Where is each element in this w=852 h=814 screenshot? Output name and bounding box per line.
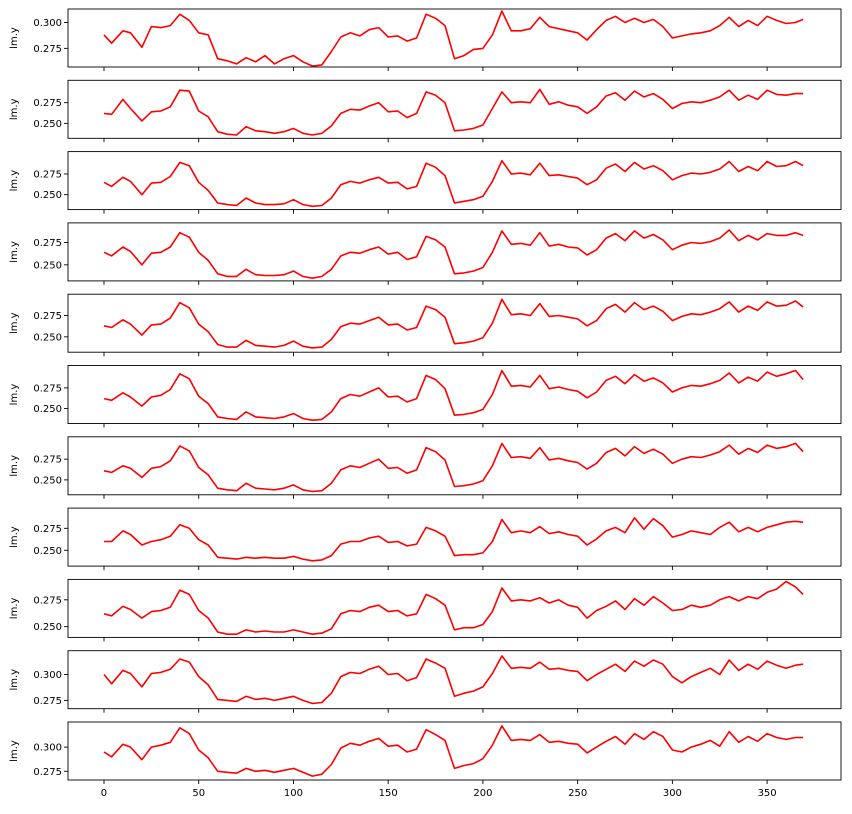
- y-tick-label: 0.250: [33, 404, 62, 415]
- y-tick-label: 0.300: [33, 18, 62, 29]
- y-tick-label: 0.275: [33, 169, 62, 180]
- y-tick-label: 0.275: [33, 44, 62, 55]
- axes-frame: [67, 721, 842, 781]
- axes-frame: [67, 365, 842, 424]
- y-tick-label: 0.250: [33, 622, 62, 633]
- subplot-5: 0.250 0.275 lm.y: [9, 293, 842, 357]
- subplot-3: 0.250 0.275 lm.y: [9, 151, 842, 214]
- subplot-2: 0.250 0.275 lm.y: [9, 79, 842, 143]
- y-axis-label: lm.y: [9, 241, 20, 263]
- x-tick-label: 100: [284, 788, 303, 799]
- y-tick-label: 0.250: [33, 332, 62, 343]
- y-axis-label: lm.y: [9, 526, 20, 548]
- series-line: [103, 298, 804, 349]
- y-tick-label: 0.275: [33, 595, 62, 606]
- axes-frame: [67, 436, 842, 496]
- axes-frame: [67, 222, 842, 282]
- y-tick-label: 0.250: [33, 119, 62, 130]
- series-line: [103, 88, 804, 136]
- subplot-7: 0.250 0.275 lm.y: [9, 436, 842, 499]
- x-tick-label: 150: [379, 788, 398, 799]
- y-axis-label: lm.y: [9, 384, 20, 406]
- y-tick-label: 0.275: [33, 98, 62, 109]
- y-tick-label: 0.275: [33, 524, 62, 535]
- y-axis-label: lm.y: [9, 455, 20, 477]
- x-tick-label: 300: [663, 788, 682, 799]
- y-tick-label: 0.250: [33, 475, 62, 486]
- x-tick-label: 0: [101, 788, 107, 799]
- series-line: [103, 369, 804, 421]
- y-axis-label: lm.y: [9, 669, 20, 691]
- series-line: [103, 655, 804, 705]
- y-tick-label: 0.300: [33, 743, 62, 754]
- y-tick-label: 0.275: [33, 383, 62, 394]
- axes-frame: [67, 8, 842, 68]
- y-axis-label: lm.y: [9, 98, 20, 120]
- subplot-8: 0.250 0.275 lm.y: [9, 507, 842, 571]
- y-tick-label: 0.300: [33, 670, 62, 681]
- y-tick-label: 0.250: [33, 260, 62, 271]
- y-axis-label: lm.y: [9, 312, 20, 334]
- x-tick-label: 200: [473, 788, 492, 799]
- axes-frame: [67, 650, 842, 710]
- x-tick-label: 250: [568, 788, 587, 799]
- y-axis-label: lm.y: [9, 27, 20, 49]
- y-axis-label: lm.y: [9, 170, 20, 192]
- series-line: [103, 442, 804, 493]
- y-axis-label: lm.y: [9, 740, 20, 762]
- y-tick-label: 0.275: [33, 767, 62, 778]
- axes-frame: [67, 293, 842, 353]
- axes-frame: [67, 79, 842, 139]
- axes-frame: [67, 578, 842, 638]
- subplot-10: 0.275 0.300 lm.y: [9, 650, 842, 713]
- y-tick-label: 0.275: [33, 311, 62, 322]
- subplot-4: 0.250 0.275 lm.y: [9, 222, 842, 285]
- y-tick-label: 0.250: [33, 190, 62, 201]
- axes-frame: [67, 507, 842, 567]
- subplot-11: 0.275 0.300 lm.y 0 50 100 150 200 250 300 350: [9, 721, 842, 799]
- series-line: [103, 10, 804, 67]
- subplot-1: 0.275 0.300 lm.y: [9, 8, 842, 71]
- series-line: [103, 725, 804, 777]
- series-line: [104, 517, 804, 562]
- subplot-9: 0.250 0.275 lm.y: [9, 578, 842, 642]
- series-line: [103, 159, 804, 208]
- y-tick-label: 0.275: [33, 238, 62, 249]
- y-tick-label: 0.275: [33, 455, 62, 466]
- x-tick-label: 350: [758, 788, 777, 799]
- x-tick-label: 50: [192, 788, 205, 799]
- series-line: [103, 229, 804, 279]
- axes-frame: [67, 151, 842, 211]
- y-tick-label: 0.275: [33, 696, 62, 707]
- series-line: [103, 580, 804, 635]
- y-tick-label: 0.250: [33, 546, 62, 557]
- subplot-6: 0.250 0.275 lm.y: [9, 365, 842, 428]
- y-axis-label: lm.y: [9, 598, 20, 620]
